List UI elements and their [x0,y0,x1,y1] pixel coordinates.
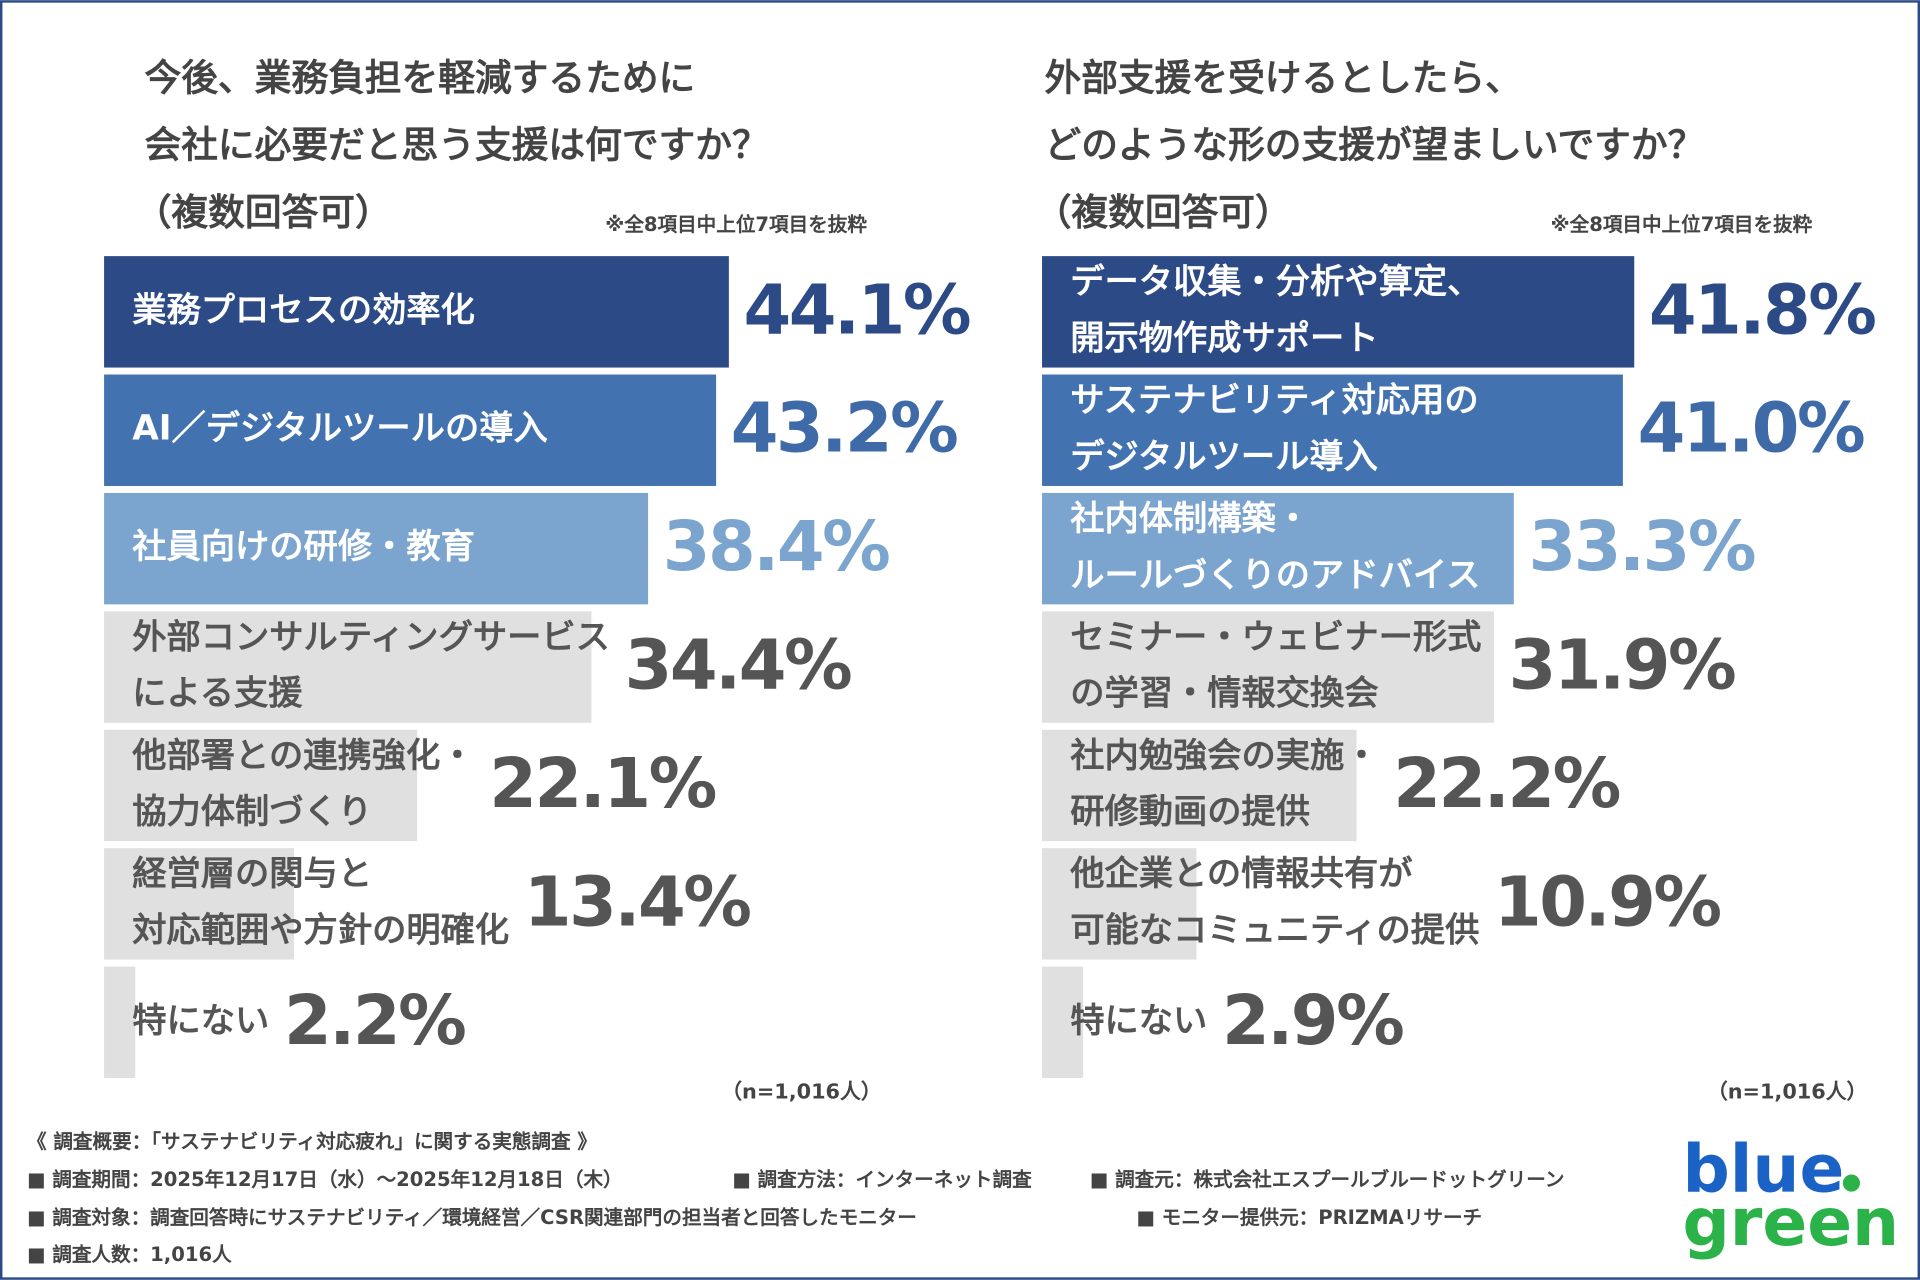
category-label: 社内勉強会の実施・ [1070,736,1378,776]
value-label: 33.3% [1529,507,1755,587]
category-label: AI／デジタルツールの導入 [132,409,548,449]
category-label: 他企業との情報共有が [1069,854,1413,894]
bar [1042,729,1357,842]
category-label: サステナビリティ対応用の [1070,381,1478,421]
note: ※全8項目中上位7項目を抜粋 [1551,213,1813,236]
footer-item: ■ 調査人数：1,016人 [27,1243,232,1266]
category-label: の学習・情報交換会 [1070,674,1379,714]
logo-blue: blue [1682,1130,1844,1207]
value-label: 43.2% [731,389,957,469]
value-label: 31.9% [1509,626,1735,706]
footer-item: ■ 調査方法：インターネット調査 [732,1168,1032,1191]
category-label: 業務プロセスの効率化 [132,290,475,330]
bar [104,966,136,1078]
logo-dot [1842,1174,1860,1192]
chart-title: 今後、業務負担を軽減するために [144,56,695,99]
category-label: 社内体制構築・ [1070,499,1310,539]
value-label: 13.4% [524,862,750,942]
value-label: 22.2% [1393,744,1619,824]
footer-heading: 《 調査概要：「サステナビリティ対応疲れ」に関する実態調査 》 [27,1130,597,1153]
category-label: 協力体制づくり [132,792,372,832]
value-label: 44.1% [744,270,970,350]
category-label: データ収集・分析や算定、 [1070,262,1481,302]
value-label: 34.4% [625,626,851,706]
category-label: ルールづくりのアドバイス [1070,555,1480,595]
value-label: 2.9% [1222,981,1403,1061]
footer-item: ■ 調査期間：2025年12月17日（水）～2025年12月18日（木） [27,1168,623,1191]
value-label: 38.4% [663,507,889,587]
category-label: による支援 [132,674,303,714]
footer-item: ■ 調査対象：調査回答時にサステナビリティ／環境経営／CSR関連部門の担当者と回… [27,1206,917,1229]
category-label: セミナー・ウェビナー形式 [1070,617,1481,657]
bar [104,374,717,486]
bar [1042,966,1084,1078]
category-label: 外部コンサルティングサービス [132,617,610,657]
note: ※全8項目中上位7項目を抜粋 [605,213,867,236]
value-label: 41.8% [1649,270,1875,350]
category-label: 可能なコミュニティの提供 [1070,911,1479,951]
value-label: 41.0% [1638,389,1864,469]
bar [104,729,418,842]
bar [104,848,294,960]
value-label: 10.9% [1494,862,1720,942]
value-label: 2.2% [284,981,465,1061]
bar [104,611,592,723]
sample-size: （n=1,016人） [721,1079,881,1103]
chart-title: 会社に必要だと思う支援は何ですか？ [144,124,768,167]
footer-item: ■ モニター提供元：PRIZMAリサーチ [1136,1206,1482,1229]
category-label: 対応範囲や方針の明確化 [132,911,509,951]
bar [1042,256,1635,368]
bar [104,492,649,605]
chart-title: 外部支援を受けるとしたら、 [1044,56,1521,99]
bar [1042,374,1623,486]
chart-title: （複数回答可） [1035,191,1292,234]
category-label: 特にない [1070,1001,1207,1041]
category-label: 研修動画の提供 [1070,792,1310,832]
footer-item: ■ 調査元：株式会社エスプールブルードットグリーン [1090,1168,1565,1191]
category-label: 開示物作成サポート [1070,319,1378,359]
logo-green: green [1682,1184,1899,1261]
bar [104,256,729,368]
sample-size: （n=1,016人） [1707,1079,1867,1103]
bar [1042,848,1197,960]
category-label: 他部署との連携強化・ [131,736,474,776]
bar [1042,492,1514,605]
category-label: デジタルツール導入 [1070,437,1378,477]
category-label: 経営層の関与と [132,854,372,894]
category-label: 社員向けの研修・教育 [132,527,475,567]
bar [1042,611,1494,723]
category-label: 特にない [132,1001,269,1041]
chart-title: （複数回答可） [135,191,392,234]
chart-title: どのような形の支援が望ましいですか？ [1044,124,1704,167]
value-label: 22.1% [489,744,715,824]
